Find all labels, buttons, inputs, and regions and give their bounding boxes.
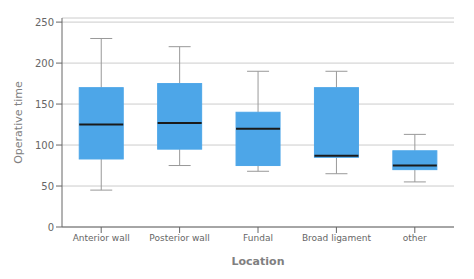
svg-text:Fundal: Fundal [243,233,273,243]
svg-text:0: 0 [48,222,54,233]
svg-text:Location: Location [232,255,285,268]
svg-text:other: other [403,233,427,243]
svg-text:50: 50 [41,181,54,192]
svg-text:Operative time: Operative time [12,81,25,164]
svg-text:150: 150 [35,99,54,110]
svg-text:Broad ligament: Broad ligament [302,233,372,243]
svg-text:Anterior wall: Anterior wall [73,233,130,243]
svg-text:200: 200 [35,58,54,69]
svg-text:100: 100 [35,140,54,151]
svg-text:250: 250 [35,17,54,28]
svg-text:Posterior wall: Posterior wall [149,233,210,243]
